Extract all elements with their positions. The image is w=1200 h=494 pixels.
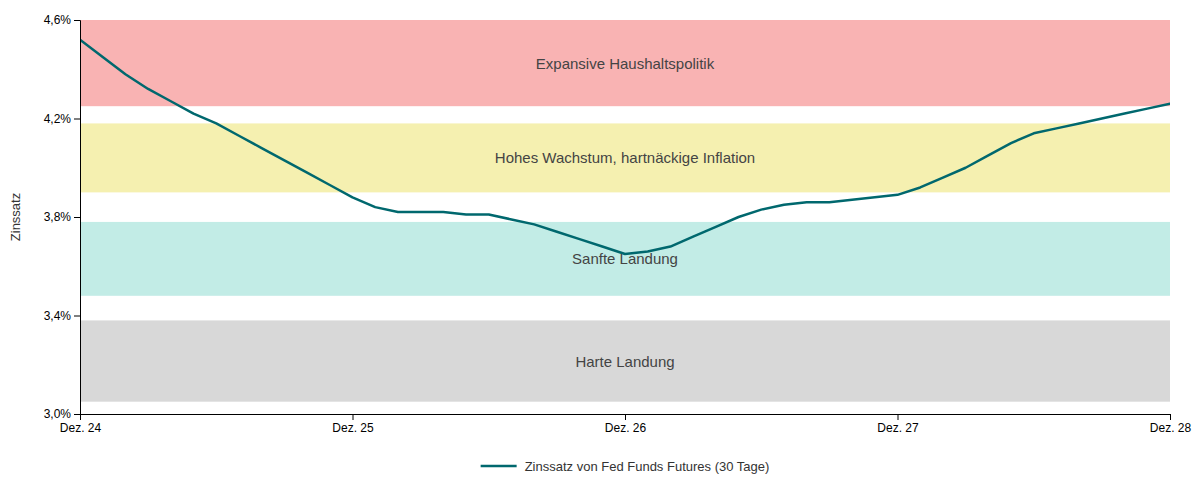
chart: Expansive Haushaltspolitik Hohes Wachstum… — [0, 0, 1200, 494]
y-tick-mark — [74, 316, 80, 317]
x-tick-mark — [625, 414, 626, 420]
y-tick-mark — [74, 119, 80, 120]
x-tick-label: Dez. 28 — [1150, 421, 1192, 435]
y-tick-label: 3,0% — [44, 407, 72, 421]
legend-item: Zinssatz von Fed Funds Futures (30 Tage) — [481, 459, 770, 474]
x-tick-mark — [898, 414, 899, 420]
y-tick-mark — [74, 414, 80, 415]
x-tick-mark — [1170, 414, 1171, 420]
band-label: Expansive Haushaltspolitik — [536, 55, 715, 72]
y-axis-line — [74, 21, 81, 415]
marks — [80, 20, 1170, 402]
band-label: Hohes Wachstum, hartnäckige Inflation — [495, 149, 755, 166]
y-tick-mark — [74, 217, 80, 218]
x-tick-label: Dez. 27 — [877, 421, 919, 435]
x-tick-label: Dez. 26 — [605, 421, 647, 435]
x-tick: Dez. 27 — [877, 414, 919, 435]
legend-label: Zinssatz von Fed Funds Futures (30 Tage) — [525, 459, 770, 474]
y-tick-label: 4,2% — [44, 112, 72, 126]
y-tick-label: 4,6% — [44, 13, 72, 27]
x-tick-label: Dez. 25 — [332, 421, 374, 435]
x-axis: Dez. 24 Dez. 25 Dez. 26 Dez. 27 Dez. 28 — [60, 414, 1192, 435]
band-label: Harte Landung — [575, 353, 674, 370]
y-tick: 3,4% — [44, 309, 80, 323]
x-tick: Dez. 25 — [332, 414, 374, 435]
y-tick-label: 3,4% — [44, 309, 72, 323]
legend: Zinssatz von Fed Funds Futures (30 Tage) — [481, 459, 770, 474]
y-tick: 3,8% — [44, 210, 80, 224]
y-tick: 4,6% — [44, 13, 80, 27]
x-tick-label: Dez. 24 — [60, 421, 102, 435]
y-axis-title: Zinssatz — [8, 193, 23, 241]
y-tick-label: 3,8% — [44, 210, 72, 224]
band-label: Sanfte Landung — [572, 250, 678, 267]
x-tick-mark — [353, 414, 354, 420]
x-axis-line — [81, 415, 1171, 421]
band — [80, 222, 1170, 296]
y-axis: 3,0% 3,4% 3,8% 4,2% 4,6% — [44, 13, 81, 421]
y-tick-mark — [74, 20, 80, 21]
line — [80, 40, 1170, 254]
y-tick: 3,0% — [44, 407, 80, 421]
x-tick: Dez. 26 — [605, 414, 647, 435]
legend-swatch — [481, 465, 517, 468]
y-tick: 4,2% — [44, 112, 80, 126]
x-tick: Dez. 28 — [1150, 414, 1192, 435]
band — [80, 123, 1170, 192]
plot: Expansive Haushaltspolitik Hohes Wachstum… — [8, 13, 1192, 434]
band — [80, 320, 1170, 401]
band — [80, 20, 1170, 106]
band-labels: Expansive Haushaltspolitik Hohes Wachstum… — [495, 55, 755, 370]
